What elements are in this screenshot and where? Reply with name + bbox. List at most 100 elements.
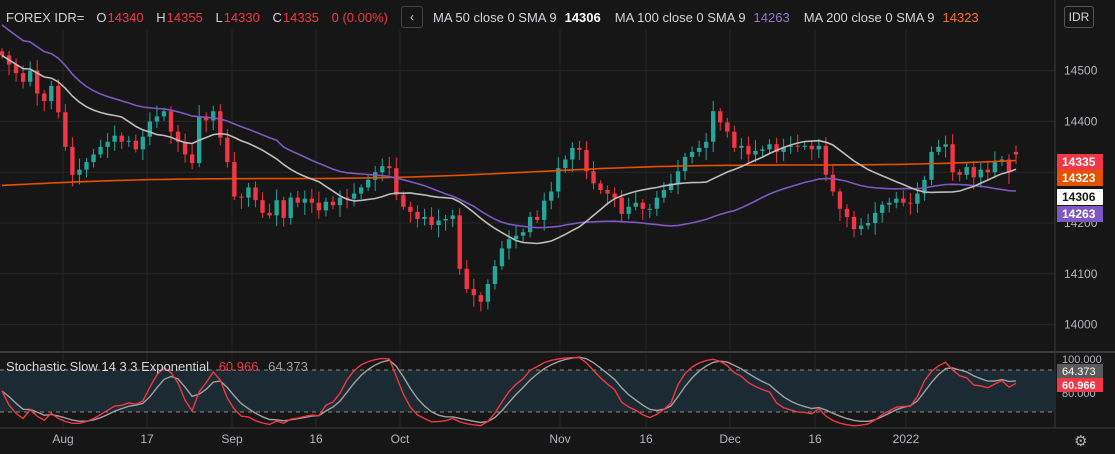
candle-body — [147, 121, 153, 137]
stochastic-d-line — [1, 356, 1017, 424]
candle-body — [640, 202, 645, 209]
chart-legend: FOREX IDR= O14340 H14355 L14330 C14335 0… — [6, 6, 979, 28]
y-tick-label: 14500 — [1064, 64, 1098, 78]
candle-body — [549, 191, 554, 201]
candle-body — [204, 116, 209, 121]
candle-body — [865, 223, 871, 226]
candle-body — [816, 145, 822, 150]
candle-body — [309, 198, 315, 203]
candle-body — [133, 140, 138, 150]
candle-body — [27, 70, 33, 82]
candle-body — [978, 169, 983, 178]
candle-body — [689, 151, 695, 157]
ma100-line — [1, 24, 1017, 229]
candle-body — [168, 111, 174, 132]
candle-body — [140, 136, 146, 150]
candle-body — [189, 154, 195, 164]
x-tick-label: Dec — [719, 432, 740, 446]
candle-body — [675, 171, 681, 184]
candle-body — [457, 215, 462, 269]
close-value: 14335 — [282, 9, 320, 25]
collapse-legend-button[interactable]: ‹ — [401, 6, 424, 28]
candle-body — [682, 156, 688, 172]
candle-body — [520, 232, 526, 236]
x-tick-label: Aug — [52, 432, 73, 446]
candle-body — [274, 200, 279, 216]
candle-body — [365, 179, 371, 188]
x-tick-label: 16 — [639, 432, 653, 446]
candle-body — [260, 200, 265, 213]
candle-body — [344, 197, 350, 199]
candle-body — [0, 51, 5, 56]
candle-body — [323, 201, 329, 211]
candle-body — [542, 200, 547, 220]
candle-body — [802, 145, 807, 147]
candle-body — [239, 196, 244, 198]
symbol-label: FOREX IDR= — [6, 9, 85, 25]
candle-body — [746, 145, 751, 155]
candle-body — [633, 202, 638, 207]
x-tick-label: 16 — [808, 432, 822, 446]
candle-body — [563, 159, 568, 169]
open-value: 14340 — [107, 9, 144, 25]
candle-body — [295, 197, 300, 203]
candle-body — [436, 220, 441, 226]
candle-body — [619, 197, 624, 214]
gear-icon[interactable]: ⚙ — [1074, 433, 1088, 450]
candle-body — [358, 187, 364, 194]
candle-body — [844, 208, 850, 217]
candle-body — [49, 85, 54, 102]
price-badge-label: 14263 — [1062, 207, 1096, 221]
candle-body — [577, 147, 582, 150]
candle-body — [98, 146, 103, 155]
candle-body — [774, 144, 779, 152]
candle-body — [126, 140, 131, 142]
candle-body — [415, 211, 420, 219]
candle-body — [957, 172, 962, 175]
candle-body — [696, 147, 702, 152]
y-tick-label: 14400 — [1064, 114, 1098, 128]
candle-body — [394, 168, 399, 196]
candle-body — [225, 137, 230, 163]
candle-body — [872, 212, 878, 224]
candle-body — [971, 167, 976, 178]
candle-body — [668, 183, 674, 190]
candle-body — [429, 216, 434, 226]
price-badge — [1057, 206, 1103, 222]
candle-body — [506, 239, 512, 249]
candle-body — [499, 248, 505, 267]
candle-body — [373, 172, 378, 180]
stochastic-k-badge — [1057, 378, 1103, 392]
low-value: 14330 — [223, 9, 260, 25]
price-badge — [1057, 170, 1103, 186]
candle-body — [739, 145, 744, 148]
x-tick-label: Nov — [549, 432, 570, 446]
stochastic-k-badge-label: 60.966 — [1062, 380, 1096, 392]
candle-body — [767, 144, 772, 150]
currency-button[interactable]: IDR — [1064, 6, 1094, 28]
candle-body — [408, 206, 413, 212]
ma200-label: MA 200 close 0 SMA 9 — [803, 9, 935, 25]
candle-body — [760, 149, 765, 151]
candle-body — [837, 191, 843, 209]
candle-body — [119, 135, 124, 142]
candle-body — [20, 73, 26, 82]
candle-body — [556, 168, 561, 192]
candle-body — [211, 111, 216, 121]
stochastic-band — [0, 370, 1055, 412]
candle-body — [316, 202, 322, 211]
candle-body — [485, 283, 491, 302]
candle-body — [281, 200, 286, 218]
candle-body — [830, 174, 836, 192]
candle-body — [534, 216, 540, 220]
candle-body — [387, 166, 392, 169]
candle-body — [422, 216, 427, 219]
candle-body — [105, 141, 110, 147]
stochastic-tick-label: 100.000 — [1062, 354, 1102, 366]
candle-body — [478, 295, 484, 302]
candle-body — [584, 149, 589, 172]
stochastic-k-value: 60.966 — [218, 359, 259, 374]
price-badge-label: 14323 — [1062, 171, 1096, 185]
candle-body — [753, 150, 758, 155]
